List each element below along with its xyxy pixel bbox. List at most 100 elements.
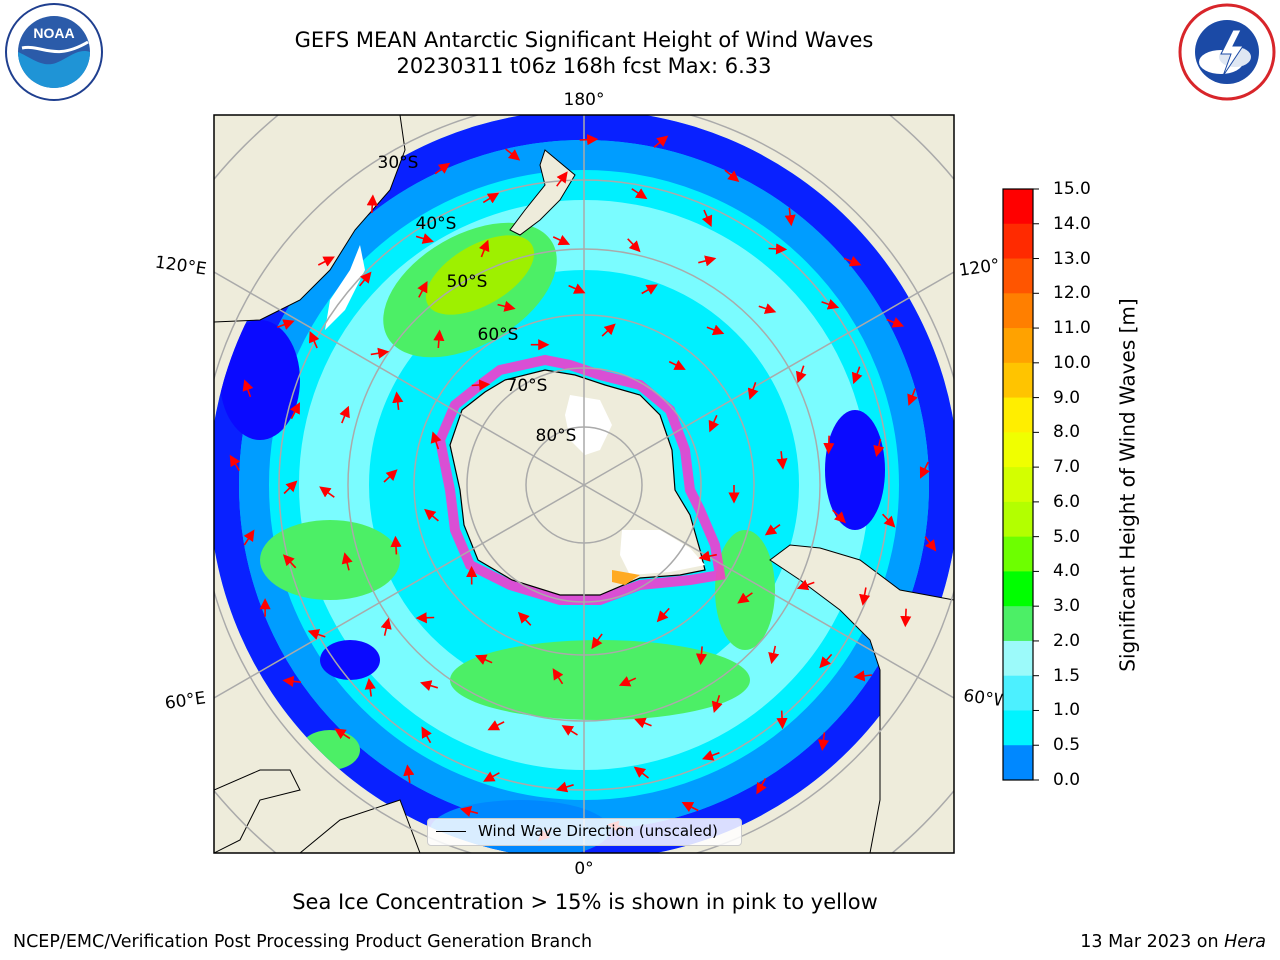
wave-direction-arrow: [701, 750, 720, 761]
sea-ice-note: Sea Ice Concentration > 15% is shown in …: [292, 890, 878, 914]
lat-label-80: 80°S: [536, 426, 577, 446]
wave-direction-arrow: [698, 255, 717, 267]
chart-title: GEFS MEAN Antarctic Significant Height o…: [294, 28, 874, 52]
colorbar-tick-label: 15.0: [1053, 179, 1091, 199]
wave-direction-arrow: [747, 382, 759, 400]
wave-direction-arrow: [497, 300, 516, 312]
lat-label-40: 40°S: [416, 214, 457, 234]
africa-south-landmass: [299, 799, 421, 853]
wave-direction-arrow: [907, 388, 918, 406]
lat-label-70: 70°S: [507, 376, 548, 396]
colorbar-segment: [1003, 536, 1033, 572]
footer-host: Hera: [1224, 932, 1266, 952]
wave-direction-arrow: [853, 670, 872, 682]
wave-direction-arrow: [392, 391, 404, 410]
wave-direction-arrow: [282, 554, 297, 569]
wave-direction-arrow: [900, 608, 912, 628]
lat-label-30: 30°S: [378, 153, 419, 173]
colorbar-segment: [1003, 606, 1033, 642]
colorbar-tick-label: 11.0: [1053, 318, 1091, 339]
wave-direction-arrow: [882, 513, 896, 528]
wave-direction-arrow: [403, 764, 415, 783]
colorbar-segment: [1003, 501, 1033, 538]
wave-direction-arrow: [364, 678, 376, 697]
wave-direction-arrow: [415, 233, 434, 244]
colorbar-segment: [1003, 710, 1033, 746]
wave-direction-arrow: [796, 579, 815, 591]
noaa-logo: NOAA: [5, 3, 103, 101]
wave-direction-arrow: [505, 148, 521, 161]
colorbar-tick-label: 8.0: [1053, 422, 1081, 443]
wave-direction-arrow: [764, 524, 781, 536]
wave-direction-arrow: [591, 633, 603, 650]
wave-direction-arrow: [307, 629, 326, 640]
colorbar-tick-label: 6.0: [1053, 491, 1081, 512]
wave-direction-arrow: [919, 461, 930, 479]
wave-direction-arrow: [859, 587, 871, 606]
svg-text:NOAA: NOAA: [33, 25, 74, 41]
colorbar-tick-label: 5.0: [1053, 526, 1081, 547]
wave-direction-arrow: [756, 778, 767, 795]
legend-line-swatch: [436, 831, 466, 832]
wave-direction-arrow: [618, 676, 637, 687]
wave-direction-arrow: [283, 480, 298, 495]
colorbar-segment: [1003, 397, 1033, 433]
footer-date: 13 Mar 2023 on Hera: [1080, 932, 1266, 952]
wave-direction-arrow: [568, 283, 586, 294]
wave-direction-arrow: [776, 451, 788, 470]
wave-direction-arrow: [282, 675, 301, 687]
lat-label-60: 60°S: [478, 325, 519, 345]
wave-direction-arrow: [724, 169, 740, 182]
new-zealand-landmass: [509, 149, 576, 236]
wave-direction-arrow: [634, 717, 652, 729]
colorbar-label: Significant Height of Wind Waves [m]: [1115, 298, 1140, 672]
nws-logo: [1178, 3, 1276, 101]
wave-direction-arrow: [424, 508, 439, 522]
wave-direction-arrow: [784, 207, 796, 227]
wave-direction-arrow: [358, 271, 372, 287]
lon-label-180: 180°: [564, 90, 605, 110]
footer-credit: NCEP/EMC/Verification Post Processing Pr…: [13, 932, 593, 952]
colorbar-tick-label: 12.0: [1053, 283, 1091, 304]
wave-direction-arrow: [276, 319, 295, 330]
wave-direction-arrow: [768, 645, 780, 665]
colorbar-tick-label: 0.5: [1053, 735, 1081, 756]
wave-direction-arrow: [487, 720, 505, 731]
wave-direction-arrow: [653, 135, 669, 148]
wave-direction-arrow: [555, 781, 574, 793]
africa-landmass: [214, 769, 301, 853]
colorbar-tick-label: 1.5: [1053, 665, 1081, 686]
wave-direction-arrow: [319, 486, 335, 498]
wave-direction-arrow: [243, 529, 255, 546]
colorbar-frame: [1002, 188, 1034, 781]
wave-direction-arrow: [681, 802, 699, 813]
wave-direction-arrow: [475, 654, 493, 665]
wave-direction-arrow: [552, 234, 571, 246]
wave-direction-arrow: [552, 668, 564, 685]
colorbar-segment: [1003, 328, 1033, 364]
wave-direction-arrow: [708, 414, 719, 433]
wave-direction-arrow: [579, 134, 599, 146]
wave-direction-arrow: [627, 238, 641, 253]
colorbar-segment: [1003, 675, 1033, 711]
wave-direction-arrow: [631, 188, 648, 200]
wave-direction-arrow: [366, 194, 378, 214]
lon-label-120w: 120°: [958, 255, 1001, 281]
colorbar-tick-label: 9.0: [1053, 387, 1081, 408]
wave-direction-arrow: [421, 726, 432, 744]
wave-direction-arrow: [482, 192, 500, 204]
colorbar-tick-label: 7.0: [1053, 457, 1081, 478]
ross-ice-shelf: [565, 395, 612, 455]
colorbar-tick-label: 4.0: [1053, 561, 1081, 582]
wave-direction-arrow: [433, 329, 445, 349]
colorbar-segment: [1003, 293, 1033, 329]
colorbar-tick-label: 2.0: [1053, 630, 1081, 651]
wave-direction-arrow: [434, 162, 451, 175]
wave-direction-arrow: [819, 653, 833, 669]
wave-direction-arrow: [641, 284, 658, 295]
wave-direction-arrow: [843, 255, 862, 267]
wave-direction-arrow: [768, 243, 788, 255]
wave-direction-arrow: [698, 550, 717, 562]
lon-label-60e: 60°E: [164, 688, 207, 713]
